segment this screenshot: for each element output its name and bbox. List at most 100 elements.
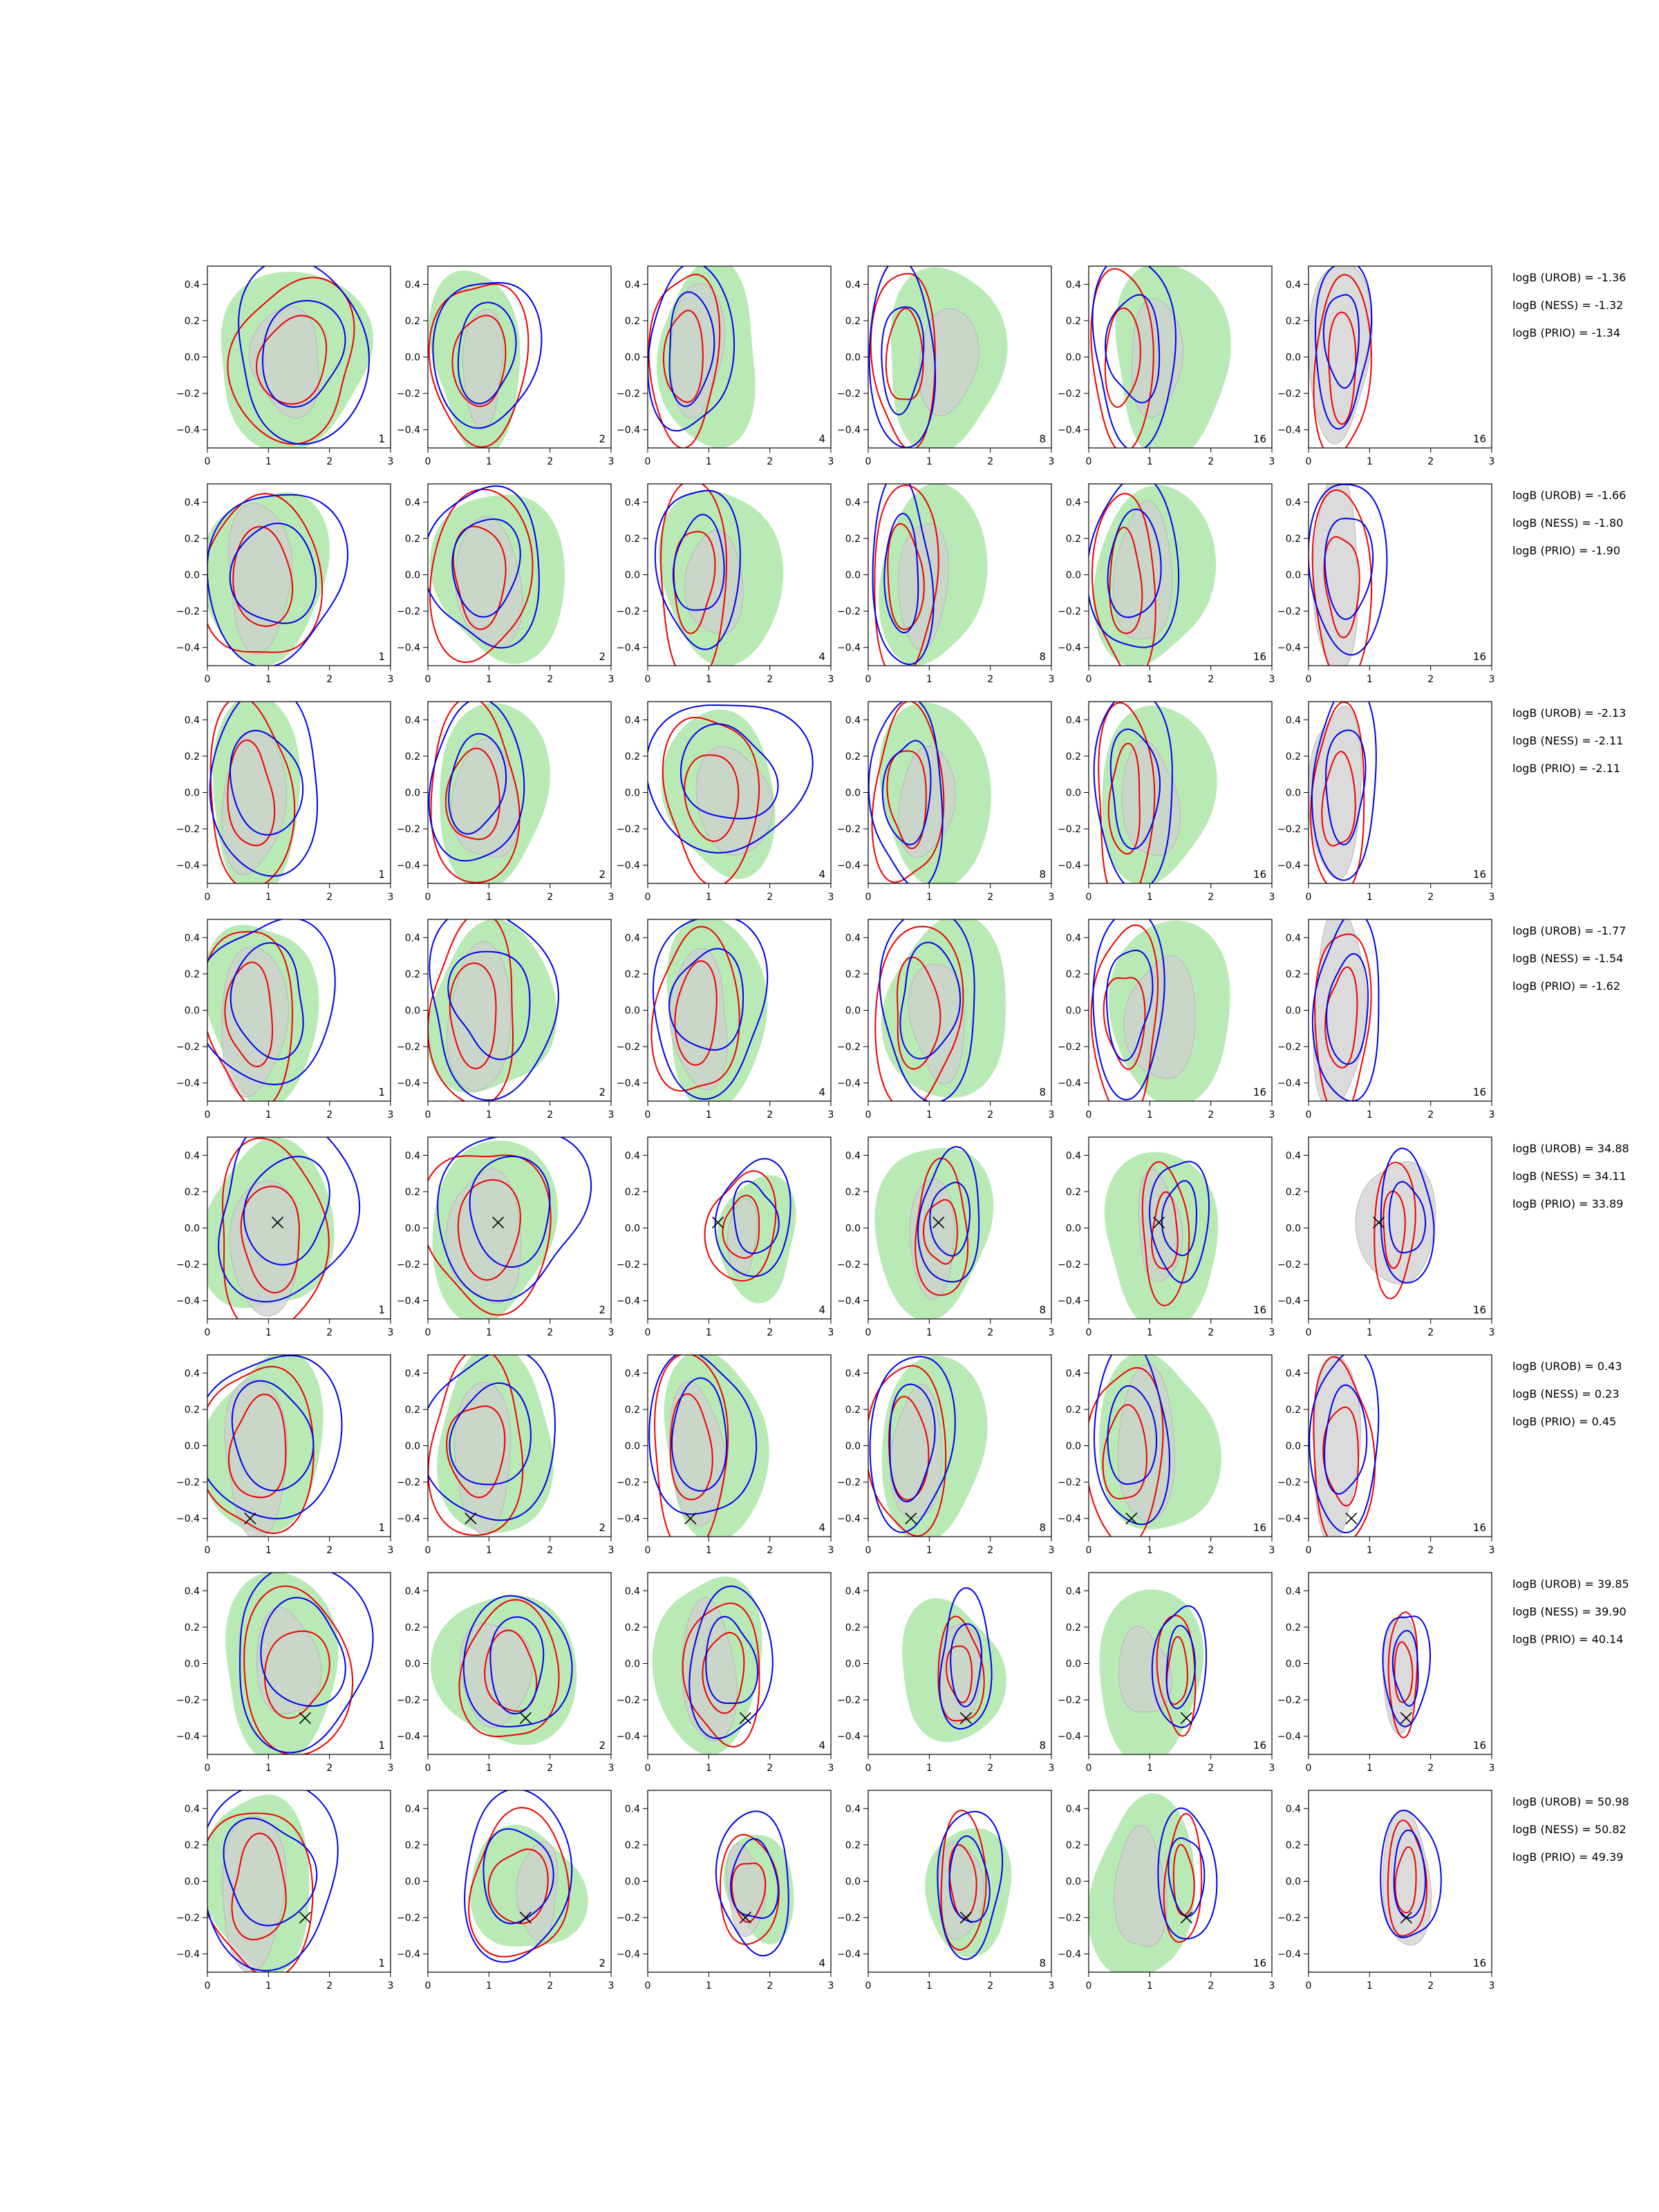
y-tick-label: 0.4 — [1066, 1150, 1081, 1161]
y-tick-label: −0.2 — [617, 824, 640, 835]
x-tick-label: 3 — [1049, 1109, 1055, 1121]
y-tick-label: 0.0 — [845, 1659, 861, 1670]
panel-r3-c5: 0 1 2 3 −0.4 −0.2 0.0 0.2 0.4 16 — [1058, 701, 1275, 903]
x-tick-label: 3 — [1269, 456, 1275, 467]
panel-sample-label: 16 — [1473, 1521, 1486, 1534]
y-tick-label: 0.4 — [845, 932, 861, 944]
red-contour-outer — [207, 930, 293, 1101]
x-tick-label: 3 — [1049, 1763, 1055, 1774]
panel-plot-area — [431, 1595, 577, 1745]
panel-sample-label: 1 — [378, 1739, 385, 1752]
y-tick-label: 0.0 — [405, 570, 420, 581]
y-tick-label: 0.2 — [1066, 1622, 1081, 1633]
panel-r4-c5: 0 1 2 3 −0.4 −0.2 0.0 0.2 0.4 16 — [1058, 919, 1275, 1121]
panel-sample-label: 8 — [1039, 650, 1046, 663]
y-tick-label: 0.0 — [845, 1224, 861, 1235]
red-contour-inner — [1321, 751, 1356, 847]
red-contour-outer — [874, 484, 939, 666]
red-contour-inner — [446, 1405, 506, 1499]
blue-contour-inner — [448, 733, 507, 835]
panel-sample-label: 16 — [1253, 650, 1266, 663]
blue-contour-inner — [1105, 949, 1154, 1062]
x-tick-label: 3 — [1049, 1327, 1055, 1338]
blue-contour-inner — [1105, 294, 1161, 404]
panel-r1-c2: 0 1 2 3−0.4−0.20.00.20.42 — [397, 265, 614, 467]
blue-contour-inner — [883, 513, 919, 634]
panel-sample-label: 16 — [1253, 1086, 1266, 1098]
red-contour-inner — [457, 1179, 521, 1281]
y-tick-label: 0.2 — [405, 1187, 420, 1198]
x-tick-label: 3 — [1269, 1327, 1275, 1338]
y-tick-label: −0.4 — [1277, 1732, 1301, 1743]
x-tick-label: 2 — [1427, 1327, 1434, 1338]
panel-plot-area — [428, 919, 559, 1101]
panel-r1-c6: 0 1 2 3 −0.4 −0.2 0.0 0.2 0.4 16 — [1277, 265, 1494, 467]
y-tick-label: −0.4 — [1058, 861, 1081, 872]
x-tick-label: 3 — [608, 1545, 615, 1556]
panel-r7-c4: 0 1 2 3 −0.4 −0.2 0.0 0.2 0.4 8 — [837, 1572, 1055, 1774]
grey-density-fill — [1114, 1824, 1168, 1948]
y-tick-label: 0.0 — [625, 1659, 640, 1670]
red-contour-outer — [662, 717, 760, 883]
x-tick-label: 1 — [1367, 892, 1373, 903]
y-tick-label: −0.2 — [1277, 1042, 1301, 1053]
grey-density-fill — [224, 1378, 288, 1537]
x-tick-label: 2 — [1427, 456, 1434, 467]
x-tick-label: 2 — [987, 892, 993, 903]
red-contour-outer — [1314, 933, 1372, 1101]
x-tick-label: 1 — [1367, 674, 1373, 685]
blue-contour-outer — [917, 1146, 980, 1283]
x-tick-label: 0 — [1306, 1545, 1312, 1556]
y-tick-label: 0.2 — [185, 1187, 200, 1198]
y-tick-label: 0.4 — [625, 1150, 640, 1161]
x-tick-label: 0 — [205, 1763, 211, 1774]
panel-r7-c2: 0 1 2 3−0.4−0.20.00.20.42 — [397, 1572, 614, 1774]
blue-contour-outer — [869, 1356, 956, 1533]
true-value-marker — [272, 1217, 284, 1229]
y-tick-label: −0.4 — [397, 1949, 420, 1960]
panel-r7-c1: 0 1 2 3 −0.4 −0.2 0.0 0.2 0.4 1 — [176, 1572, 394, 1774]
panel-plot-area — [1089, 1793, 1218, 1972]
red-contour-outer — [428, 919, 514, 1101]
panel-sample-label: 4 — [818, 1521, 825, 1534]
true-value-marker — [244, 1512, 256, 1525]
blue-contour-inner — [1165, 1624, 1196, 1709]
y-tick-label: 0.0 — [1286, 1877, 1301, 1888]
x-tick-label: 0 — [1086, 1763, 1092, 1774]
y-tick-label: 0.2 — [845, 1405, 861, 1416]
x-tick-label: 1 — [486, 892, 492, 903]
red-contour-inner — [1322, 1406, 1360, 1507]
x-tick-label: 3 — [388, 1763, 394, 1774]
true-value-marker — [1345, 1512, 1358, 1525]
x-tick-label: 1 — [706, 1763, 712, 1774]
x-tick-label: 3 — [828, 1327, 834, 1338]
x-tick-label: 2 — [767, 1763, 773, 1774]
panel-r7-c6: 0 1 2 3 −0.4 −0.2 0.0 0.2 0.4 16 — [1277, 1572, 1494, 1774]
x-tick-label: 1 — [706, 1980, 712, 1991]
red-contour-inner — [1103, 977, 1146, 1070]
y-tick-label: −0.2 — [837, 388, 861, 400]
y-tick-label: −0.4 — [617, 1949, 640, 1960]
panel-sample-label: 2 — [599, 433, 606, 445]
x-tick-label: 2 — [767, 1545, 773, 1556]
blue-contour-outer — [437, 1137, 592, 1302]
panel-plot-area — [925, 1809, 1012, 1960]
panel-plot-area — [1089, 1355, 1221, 1537]
blue-contour-inner — [1326, 953, 1369, 1065]
x-tick-label: 1 — [706, 1327, 712, 1338]
blue-contour-outer — [1151, 1605, 1208, 1728]
panel-r6-c2: 0 1 2 3−0.4−0.20.00.20.42 — [397, 1354, 615, 1556]
x-tick-label: 1 — [265, 1109, 272, 1121]
panel-plot-area — [428, 702, 550, 883]
blue-contour-outer — [939, 1587, 993, 1730]
y-tick-label: −0.2 — [176, 824, 200, 835]
y-tick-label: 0.2 — [405, 969, 420, 980]
x-tick-label: 0 — [1086, 1109, 1092, 1121]
y-tick-label: 0.4 — [405, 1368, 420, 1379]
x-tick-label: 3 — [1489, 892, 1495, 903]
y-tick-label: −0.2 — [1277, 824, 1301, 835]
blue-contour-outer — [218, 1137, 361, 1303]
y-tick-label: −0.4 — [176, 1296, 200, 1307]
x-tick-label: 2 — [326, 1980, 332, 1991]
blue-contour-outer — [1093, 1355, 1170, 1526]
